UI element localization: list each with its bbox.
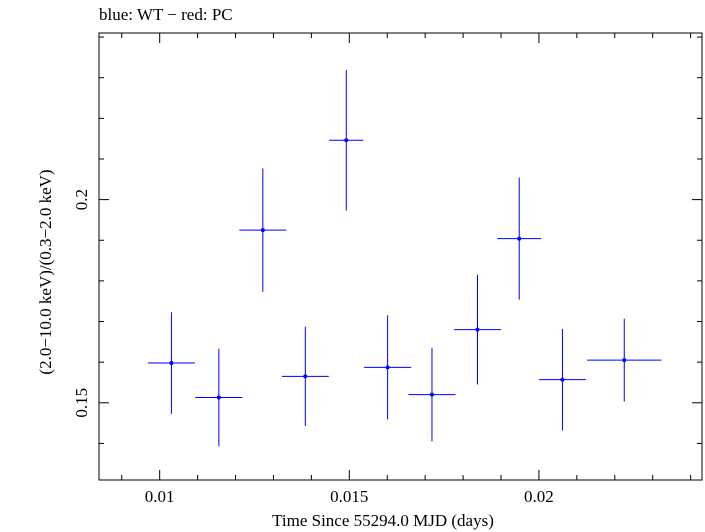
x-tick-label: 0.01 (145, 487, 175, 506)
data-point (281, 326, 329, 426)
tick-labels: 0.01 0.015 0.02 0.15 0.2 (72, 189, 554, 506)
y-tick-label: 0.2 (72, 189, 91, 210)
point-marker (517, 236, 522, 241)
point-marker (303, 374, 308, 379)
data-point (147, 312, 195, 414)
x-axis-label: Time Since 55294.0 MJD (days) (272, 511, 494, 530)
point-marker (216, 395, 221, 400)
data-point (408, 347, 456, 442)
data-point (364, 315, 412, 420)
x-tick-label: 0.02 (524, 487, 554, 506)
y-axis-label: (2.0−10.0 keV)/(0.3−2.0 keV) (36, 169, 55, 374)
point-marker (344, 138, 349, 143)
point-marker (560, 377, 565, 382)
axis-ticks (99, 33, 702, 480)
data-point (195, 348, 243, 447)
data-point (538, 328, 586, 431)
plot-frame (98, 32, 703, 481)
data-point (329, 69, 364, 211)
data-point (239, 168, 287, 292)
point-marker (622, 358, 627, 363)
data-point (497, 177, 542, 300)
point-marker (260, 228, 265, 233)
data-point (453, 274, 501, 385)
data-point (587, 318, 662, 402)
point-marker (169, 360, 174, 365)
data-points (147, 69, 662, 447)
x-tick-label: 0.015 (330, 487, 368, 506)
point-marker (475, 327, 480, 332)
chart-title: blue: WT − red: PC (99, 5, 233, 24)
point-marker (385, 365, 390, 370)
point-marker (429, 392, 434, 397)
y-tick-label: 0.15 (72, 388, 91, 418)
